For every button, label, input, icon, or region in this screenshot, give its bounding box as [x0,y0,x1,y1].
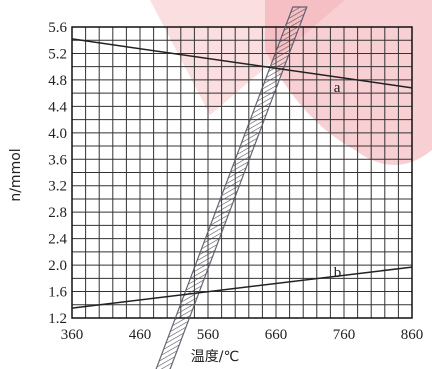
y-axis-title: n/mmol [8,148,24,201]
series-band [155,6,308,369]
y-tick-label: 1.2 [48,311,67,327]
plot-frame [71,26,413,319]
y-tick-label: 5.6 [48,20,67,36]
x-axis-title: 温度/℃ [191,349,239,365]
x-tick-label: 560 [197,327,220,343]
x-tick-label: 360 [61,327,84,343]
series-lines: ab [71,38,413,309]
y-tick-label: 3.6 [48,152,67,168]
y-tick-label: 5.2 [48,46,67,62]
watermark-shape-2 [265,0,432,165]
y-tick-label: 2.4 [48,232,67,248]
y-tick-label: 4.4 [48,99,67,115]
y-tick-label: 2.8 [48,205,67,221]
series-label-b: b [334,265,342,281]
series-label-a: a [334,80,341,96]
series-line-a [71,38,413,89]
tick-labels: 1.2 1.6 2.0 2.4 2.8 3.2 3.6 4.0 4.4 4.8 5.2 5.6 360 4… [48,20,423,343]
y-tick-label: 1.6 [48,285,67,301]
y-tick-label: 3.2 [48,179,67,195]
x-tick-label: 460 [129,327,152,343]
x-tick-label: 860 [401,327,424,343]
y-tick-label: 4.0 [48,126,67,142]
x-tick-label: 760 [333,327,356,343]
hatched-band [155,6,308,369]
x-tick-label: 660 [265,327,288,343]
grid [71,26,413,319]
series-line-b [71,266,413,309]
y-tick-label: 2.0 [48,258,67,274]
y-tick-label: 4.8 [48,73,67,89]
